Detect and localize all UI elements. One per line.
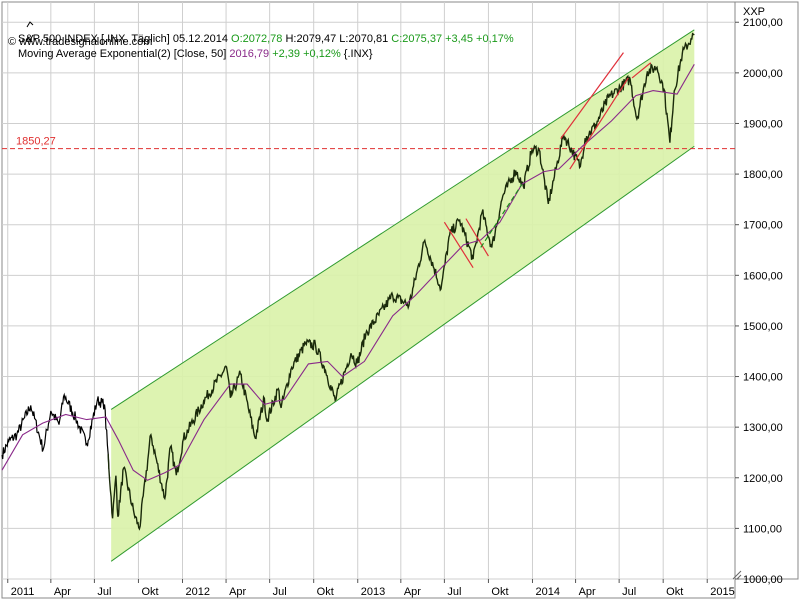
y-tick-label: 1200,00 xyxy=(743,473,783,485)
horizontal-line-label: 1850,27 xyxy=(16,136,56,148)
trend-channel-fill xyxy=(111,29,695,562)
y-axis-panel xyxy=(734,1,799,580)
y-tick-label: 1300,00 xyxy=(743,422,783,434)
ema-value: 2016,79 xyxy=(229,48,270,60)
trend-channel-lower xyxy=(110,145,695,562)
x-tick-label: Apr xyxy=(579,586,596,598)
resize-grip-icon[interactable] xyxy=(732,570,742,580)
x-tick-label: 2011 xyxy=(11,586,35,598)
trend-line-6 xyxy=(480,183,523,248)
x-tick-label: 2015 xyxy=(710,586,734,598)
chart-type-icon xyxy=(8,4,34,28)
date-label: 05.12.2014 xyxy=(172,33,228,45)
indicator-icon xyxy=(8,19,34,43)
ema-change-pct: +0,12% xyxy=(303,48,341,60)
y-tick-label: 1800,00 xyxy=(743,169,783,181)
x-tick-label: 2014 xyxy=(535,586,559,598)
symbol-label: S&P 500 INDEX [.INX Täglich] xyxy=(18,33,170,45)
x-tick-label: Jul xyxy=(447,586,461,598)
y-tick-label: 1100,00 xyxy=(743,523,782,535)
trend-channel-upper xyxy=(110,29,695,410)
header-line-ohlc: S&P 500 INDEX [.INX Täglich] 05.12.2014 … xyxy=(8,4,514,46)
high-value: H:2079,47 xyxy=(285,33,337,45)
axis-corner-label: XXP xyxy=(743,6,765,18)
x-tick-label: Jul xyxy=(622,586,636,598)
close-value: C:2075,37 xyxy=(391,33,443,45)
y-tick-label: 2100,00 xyxy=(743,17,783,29)
y-tick-label: 1700,00 xyxy=(743,220,783,232)
change-pct-value: +0,17% xyxy=(476,33,514,45)
x-tick-label: Okt xyxy=(666,586,683,598)
y-tick-label: 1500,00 xyxy=(743,321,783,333)
ema-change: +2,39 xyxy=(272,48,301,60)
x-tick-label: Okt xyxy=(141,586,158,598)
low-value: L:2070,81 xyxy=(339,33,389,45)
x-tick-label: 2013 xyxy=(361,586,385,598)
copyright-label: © www.tradesignalonline.com xyxy=(8,36,153,48)
x-tick-label: Jul xyxy=(97,586,111,598)
y-tick-label: 1000,00 xyxy=(743,574,783,586)
trend-line-3 xyxy=(631,62,652,79)
x-tick-label: Okt xyxy=(491,586,508,598)
x-tick-label: Jul xyxy=(273,586,287,598)
x-tick-label: Apr xyxy=(229,586,246,598)
ema-indicator-label: Moving Average Exponential(2) [Close, 50… xyxy=(18,48,227,60)
trend-line-4 xyxy=(443,221,474,269)
price-series-line xyxy=(107,32,695,531)
trend-line-2 xyxy=(569,77,629,170)
ema-ref: {.INX} xyxy=(343,48,373,60)
price-series-early xyxy=(1,392,110,470)
y-tick-label: 2000,00 xyxy=(743,68,783,80)
trend-line-1 xyxy=(560,52,624,140)
header-line-ema: Moving Average Exponential(2) [Close, 50… xyxy=(8,19,373,61)
y-tick-label: 1900,00 xyxy=(743,118,783,130)
x-tick-label: Okt xyxy=(317,586,334,598)
x-tick-label: Apr xyxy=(54,586,71,598)
change-value: +3,45 xyxy=(445,33,473,45)
x-tick-label: Apr xyxy=(404,586,421,598)
trend-line-5 xyxy=(465,218,489,257)
y-tick-label: 1600,00 xyxy=(743,270,783,282)
open-value: O:2072,78 xyxy=(231,33,283,45)
x-tick-label: 2012 xyxy=(185,586,209,598)
header-line-copyright: © www.tradesignalonline.com xyxy=(8,35,152,49)
y-tick-label: 1400,00 xyxy=(743,372,783,384)
